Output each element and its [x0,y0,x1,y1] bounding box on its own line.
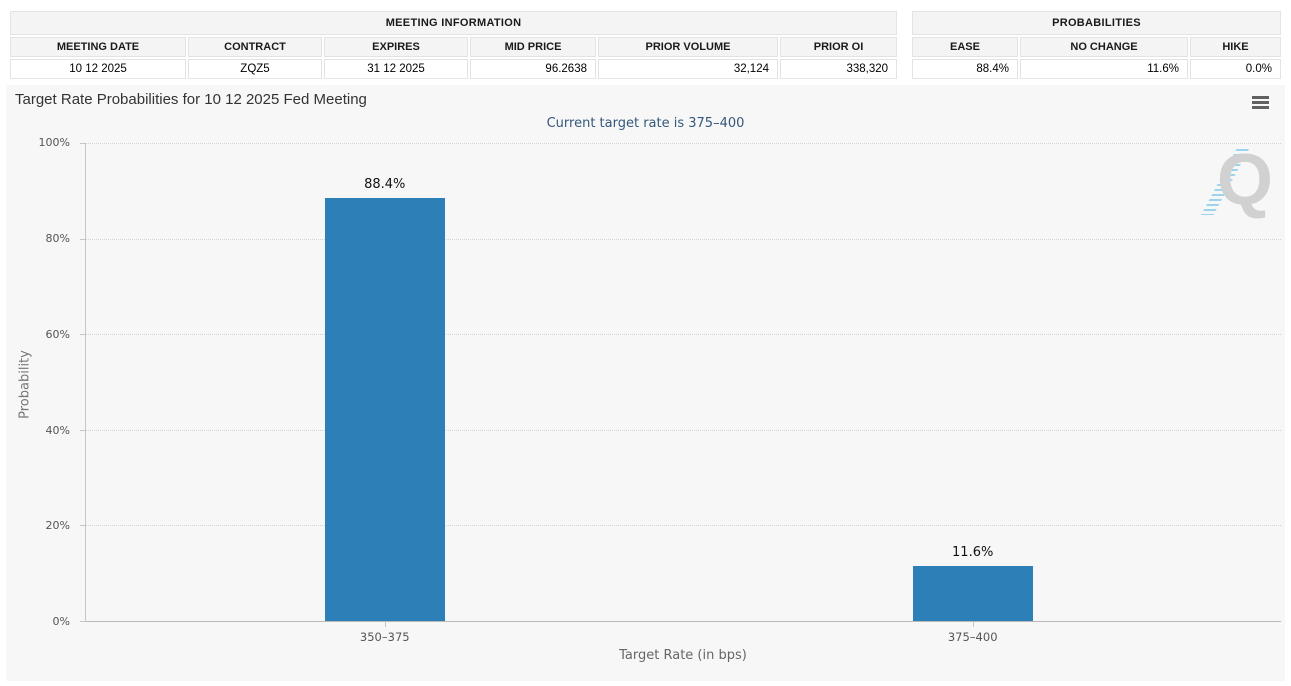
x-category-label: 375–400 [947,630,998,644]
bar-slot-350-375: 88.4% [324,143,445,621]
hamburger-bar [1252,101,1269,104]
meeting-information-title: MEETING INFORMATION [10,11,898,35]
gridline-100 [86,143,1281,144]
col-no-change: NO CHANGE [1020,37,1188,57]
x-tick [972,622,974,627]
col-hike: HIKE [1190,37,1281,57]
mid-price-value: 96.2638 [470,59,596,79]
probabilities-table: PROBABILITIES EASE NO CHANGE HIKE 88.4% … [910,9,1283,81]
meeting-information-table: MEETING INFORMATION MEETING DATE CONTRAC… [8,9,900,81]
y-tick [80,621,86,622]
y-tick [80,429,86,431]
y-tick [80,334,86,336]
probabilities-title: PROBABILITIES [912,11,1281,35]
bar-slot-375-400: 11.6% [912,143,1033,621]
chart-subtitle: Current target rate is 375–400 [546,116,745,131]
prior-volume-value: 32,124 [598,59,778,79]
y-axis-label: 100% [38,136,70,149]
prior-oi-value: 338,320 [780,59,898,79]
col-ease: EASE [912,37,1018,57]
contract-value: ZQZ5 [188,59,322,79]
meeting-information-row: 10 12 2025 ZQZ5 31 12 2025 96.2638 32,12… [10,59,898,79]
hike-value: 0.0% [1190,59,1281,79]
hamburger-bar [1252,106,1269,109]
bar[interactable] [912,565,1033,621]
hamburger-bar [1252,96,1269,99]
x-category-label: 350–375 [359,630,410,644]
y-axis-label: 0% [52,615,70,628]
y-axis-label: 40% [45,424,70,437]
expires-value: 31 12 2025 [324,59,468,79]
x-tick [384,622,386,627]
y-axis-label: 20% [45,519,70,532]
y-tick [80,238,86,240]
col-mid-price: MID PRICE [470,37,596,57]
gridline-80 [86,238,1281,240]
x-axis-title: Target Rate (in bps) [619,648,747,663]
hamburger-icon[interactable] [1252,96,1270,111]
y-tick [80,525,86,527]
y-axis-label: 60% [45,328,70,341]
gridline-60 [86,334,1281,336]
meeting-date-value: 10 12 2025 [10,59,186,79]
bar[interactable] [324,198,445,621]
y-axis-title: Probability [17,350,33,419]
gridline-40 [86,429,1281,431]
bar-value-label: 88.4% [364,177,406,193]
plot-area: 0% 20% 40% 60% 80% 100% 88.4% 11.6% 350–… [39,136,1281,644]
probabilities-row: 88.4% 11.6% 0.0% [912,59,1281,79]
bar-value-label: 11.6% [952,544,994,560]
gridline-20 [86,525,1281,527]
no-change-value: 11.6% [1020,59,1188,79]
col-expires: EXPIRES [324,37,468,57]
col-meeting-date: MEETING DATE [10,37,186,57]
y-axis-label: 80% [45,232,70,245]
col-prior-volume: PRIOR VOLUME [598,37,778,57]
target-rate-chart: Target Rate Probabilities for 10 12 2025… [6,85,1285,681]
col-prior-oi: PRIOR OI [780,37,898,57]
col-contract: CONTRACT [188,37,322,57]
chart-title: Target Rate Probabilities for 10 12 2025… [15,91,367,108]
ease-value: 88.4% [912,59,1018,79]
y-tick [80,143,86,144]
